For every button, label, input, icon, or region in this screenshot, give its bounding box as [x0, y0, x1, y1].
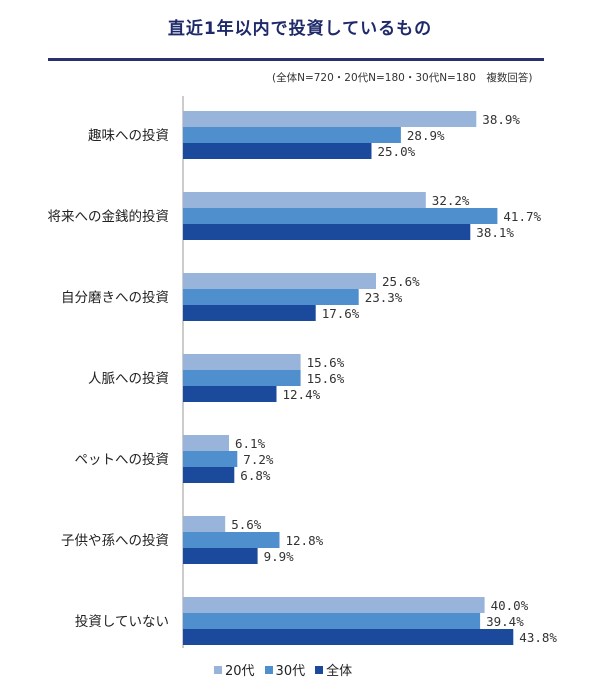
bar: [183, 629, 514, 645]
bar: [183, 208, 498, 224]
legend-label-30s: 30代: [275, 664, 306, 679]
data-label: 25.6%: [382, 274, 420, 289]
bar: [183, 548, 258, 564]
data-label: 15.6%: [307, 355, 345, 370]
data-label: 17.6%: [322, 306, 360, 321]
bar: [183, 516, 226, 532]
legend-swatch-20s: [214, 665, 222, 674]
data-label: 41.7%: [503, 209, 541, 224]
data-label: 32.2%: [432, 193, 470, 208]
data-label: 23.3%: [365, 290, 403, 305]
data-label: 25.0%: [378, 144, 416, 159]
category-label: 趣味への投資: [88, 128, 169, 144]
legend-swatch-30s: [264, 665, 273, 674]
bar: [183, 305, 316, 321]
bar: [183, 532, 280, 548]
data-label: 28.9%: [407, 128, 445, 143]
data-label: 12.8%: [286, 533, 324, 548]
legend-label-all: 全体: [326, 664, 353, 679]
data-label: 6.8%: [240, 468, 271, 483]
legend-item-20s: 20代: [214, 660, 255, 679]
bar: [183, 289, 359, 305]
data-label: 38.1%: [476, 225, 514, 240]
category-label: 将来への金銭的投資: [48, 209, 170, 225]
bar: [183, 192, 426, 208]
category-label: 子供や孫への投資: [61, 533, 169, 549]
data-label: 9.9%: [264, 549, 295, 564]
legend-swatch-all: [315, 665, 324, 674]
bar: [183, 354, 301, 370]
legend-label-20s: 20代: [225, 664, 255, 679]
legend-item-all: 全体: [315, 660, 352, 679]
bar: [183, 386, 277, 402]
data-label: 15.6%: [307, 371, 345, 386]
legend: 20代 30代 全体: [214, 660, 352, 679]
bar: [183, 273, 376, 289]
data-label: 7.2%: [243, 452, 274, 467]
chart-title: 直近1年以内で投資しているもの: [167, 19, 433, 39]
data-label: 43.8%: [519, 630, 557, 645]
title-divider: [48, 58, 544, 61]
bar: [183, 111, 477, 127]
bar: [183, 435, 229, 451]
bar: [183, 613, 481, 629]
legend-item-30s: 30代: [264, 660, 306, 679]
bar: [183, 597, 485, 613]
category-label: ペットへの投資: [75, 452, 170, 468]
bar: [183, 143, 372, 159]
bar: [183, 467, 235, 483]
sample-size-note: (全体N=720・20代N=180・30代N=180 複数回答): [272, 72, 533, 84]
bar: [183, 224, 471, 240]
bar: [183, 451, 238, 467]
category-label: 自分磨きへの投資: [61, 290, 169, 306]
bar: [183, 370, 301, 386]
bar: [183, 127, 401, 143]
data-label: 38.9%: [482, 112, 520, 127]
data-label: 5.6%: [231, 517, 262, 532]
data-label: 39.4%: [486, 614, 524, 629]
data-label: 6.1%: [235, 436, 266, 451]
category-label: 人脈への投資: [88, 371, 169, 387]
category-label: 投資していない: [75, 614, 169, 630]
data-label: 40.0%: [491, 598, 529, 613]
data-label: 12.4%: [283, 387, 321, 402]
